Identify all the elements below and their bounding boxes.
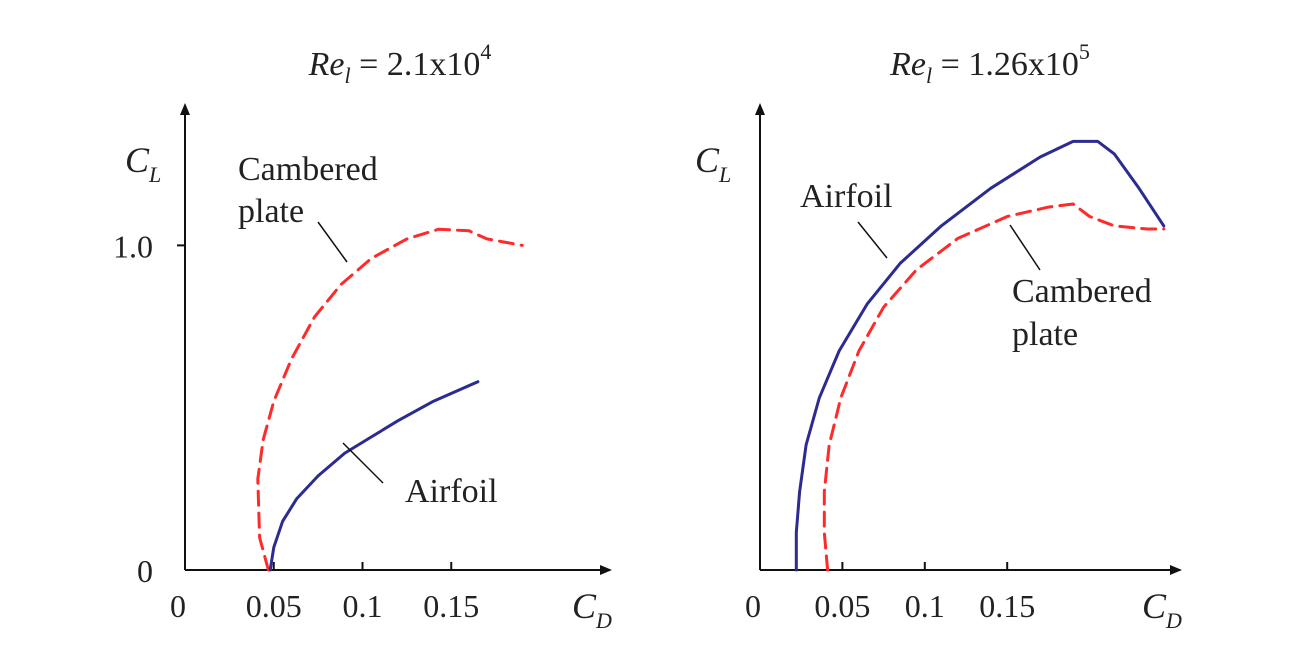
cambered-plate-leader bbox=[317, 221, 348, 263]
cambered-plate-label-line1: Cambered bbox=[1012, 273, 1152, 310]
cambered-plate-leader bbox=[1009, 224, 1041, 271]
chart-title: Rel = 2.1x104 bbox=[308, 39, 492, 88]
airfoil-label: Airfoil bbox=[800, 178, 893, 215]
airfoil-curve bbox=[268, 380, 480, 572]
airfoil-label: Airfoil bbox=[405, 473, 498, 510]
cambered-plate-curve bbox=[256, 227, 524, 572]
x-tick-label: 0.15 bbox=[423, 588, 479, 624]
airfoil-leader bbox=[342, 442, 384, 484]
x-tick-label: 0.1 bbox=[343, 588, 383, 624]
y-tick-label: 0 bbox=[137, 553, 153, 589]
x-tick-label: 0.15 bbox=[979, 588, 1035, 624]
x-axis-label: CD bbox=[572, 586, 612, 633]
chart-right: Rel = 1.26x105 CL CD 0 0.05 0.1 0.15 Airfoi… bbox=[695, 39, 1182, 633]
chart-left: Rel = 2.1x104 CL CD 0 0.05 0.1 0.15 0 1.0 Ca… bbox=[113, 39, 612, 633]
y-axis-label: CL bbox=[695, 140, 731, 187]
y-tick-label: 1.0 bbox=[113, 228, 153, 264]
chart-title: Rel = 1.26x105 bbox=[889, 39, 1090, 88]
x-tick-label: 0.05 bbox=[814, 588, 870, 624]
x-tick-label: 0 bbox=[170, 588, 186, 624]
cambered-plate-label-line1: Cambered bbox=[238, 151, 378, 188]
cambered-plate-label-line2: plate bbox=[1012, 316, 1078, 353]
cambered-plate-label-line2: plate bbox=[238, 193, 304, 230]
y-axis-label: CL bbox=[125, 140, 161, 187]
x-tick-label: 0.05 bbox=[246, 588, 302, 624]
x-tick-label: 0.1 bbox=[905, 588, 945, 624]
x-axis-label: CD bbox=[1142, 586, 1182, 633]
cambered-plate-curve bbox=[822, 202, 1166, 572]
x-tick-label: 0 bbox=[745, 588, 761, 624]
airfoil-curve bbox=[794, 139, 1166, 572]
airfoil-leader bbox=[857, 221, 888, 259]
